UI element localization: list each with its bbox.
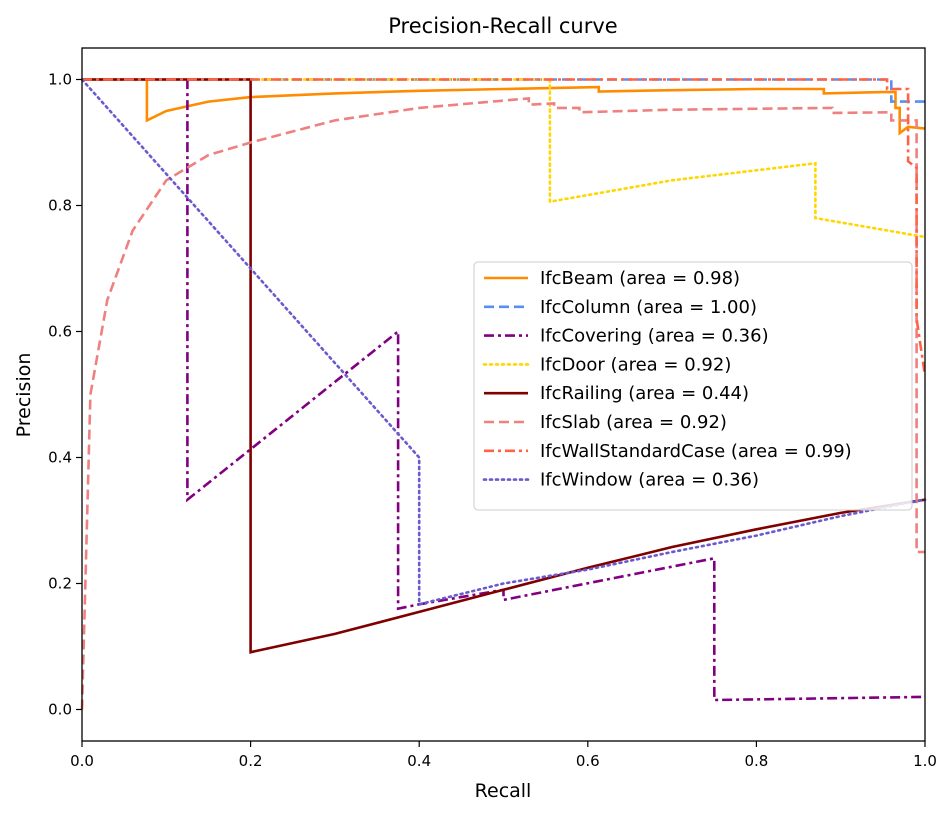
legend-label: IfcCovering (area = 0.36)	[540, 326, 769, 347]
series-layer	[80, 78, 927, 710]
y-axis-ticks: 0.0 0.2 0.4 0.6 0.8 1.0	[48, 71, 82, 719]
series-line-0	[82, 78, 926, 136]
legend-label: IfcRailing (area = 0.44)	[540, 383, 749, 404]
y-tick-label: 0.8	[48, 197, 72, 215]
legend-box	[473, 261, 913, 511]
x-tick-label: 0.6	[576, 752, 600, 770]
series-line-1	[82, 78, 925, 103]
x-tick-label: 0.0	[70, 752, 94, 770]
x-axis-label: Recall	[475, 780, 532, 802]
y-tick-label: 0.0	[48, 701, 72, 719]
y-tick-label: 0.4	[48, 449, 72, 467]
legend: IfcBeam (area = 0.98) IfcColumn (area = 1…	[473, 261, 913, 511]
y-tick-label: 1.0	[48, 71, 72, 89]
legend-label: IfcColumn (area = 1.00)	[540, 297, 757, 318]
legend-label: IfcBeam (area = 0.98)	[540, 268, 740, 289]
legend-label: IfcDoor (area = 0.92)	[540, 354, 731, 375]
x-tick-label: 0.8	[744, 752, 768, 770]
series-line-4	[82, 78, 926, 654]
x-tick-label: 0.4	[407, 752, 431, 770]
x-axis-ticks: 0.0 0.2 0.4 0.6 0.8 1.0	[70, 741, 937, 770]
series-line-3	[80, 78, 927, 239]
y-tick-label: 0.2	[48, 575, 72, 593]
x-tick-label: 0.2	[239, 752, 263, 770]
plot-frame	[81, 47, 926, 742]
x-tick-label: 1.0	[913, 752, 937, 770]
y-tick-label: 0.6	[48, 323, 72, 341]
y-axis-label: Precision	[13, 353, 35, 438]
chart-title: Precision-Recall curve	[388, 14, 617, 38]
legend-label: IfcWindow (area = 0.36)	[540, 470, 759, 491]
legend-label: IfcSlab (area = 0.92)	[540, 412, 727, 433]
series-line-5	[80, 96, 925, 710]
series-line-6	[82, 78, 927, 376]
series-line-7	[80, 78, 927, 606]
legend-label: IfcWallStandardCase (area = 0.99)	[540, 441, 852, 462]
